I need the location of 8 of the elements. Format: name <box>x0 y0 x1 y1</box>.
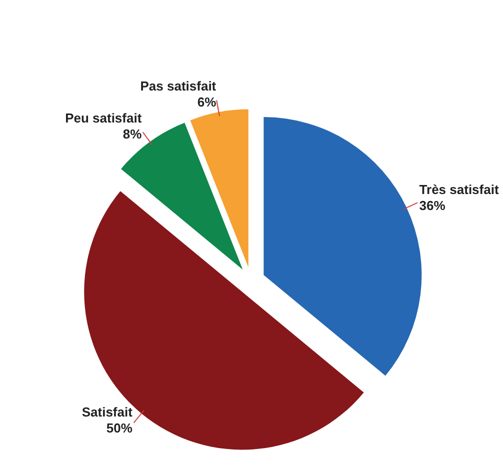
data-label: 50% <box>106 420 133 436</box>
slice-label: Très satisfait <box>419 182 500 197</box>
slice-label: Satisfait <box>82 404 134 420</box>
data-label: 36% <box>419 198 446 213</box>
slice-label: Pas satisfait <box>140 78 217 94</box>
data-label: 8% <box>122 126 142 142</box>
slice-label: Peu satisfait <box>65 110 142 126</box>
data-label: 6% <box>197 94 217 110</box>
